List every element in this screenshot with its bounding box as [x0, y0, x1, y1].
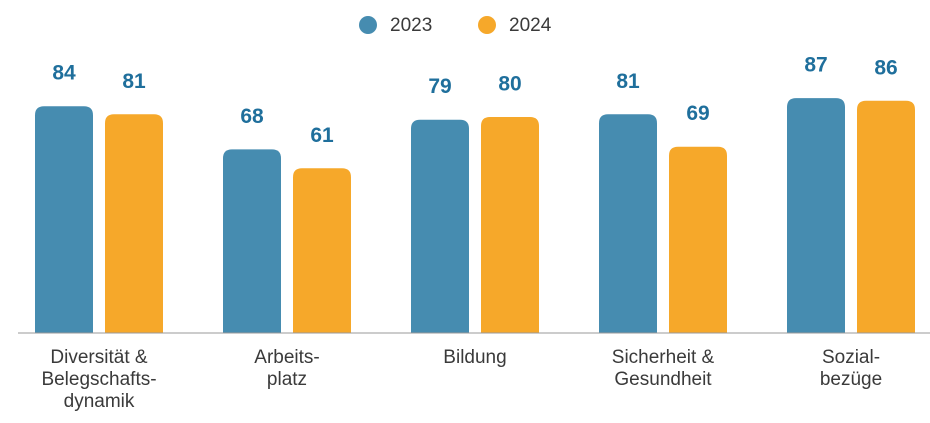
bar [669, 146, 727, 333]
x-tick-label: Arbeits-platz [254, 347, 319, 390]
legend-label: 2023 [390, 15, 432, 36]
x-tick-label: Sozial-bezüge [820, 347, 882, 390]
bar [599, 114, 657, 333]
bar [411, 119, 469, 333]
bar [105, 114, 163, 333]
bar [293, 168, 351, 333]
legend-label: 2024 [509, 15, 552, 36]
data-label: 68 [240, 105, 264, 128]
x-tick-label: Sicherheit & Gesundheit [612, 347, 715, 390]
bar [35, 106, 93, 333]
data-label: 80 [498, 73, 521, 96]
bar [787, 98, 845, 333]
bar [223, 149, 281, 333]
data-label: 84 [52, 62, 76, 85]
legend-swatch [359, 16, 377, 34]
bar [481, 117, 539, 333]
x-tick-label: Bildung [443, 347, 506, 368]
x-tick-label: Diversität & Belegschafts-dynamik [41, 347, 156, 412]
legend-swatch [478, 16, 496, 34]
data-label: 69 [686, 102, 709, 125]
data-label: 61 [310, 124, 334, 147]
data-label: 86 [874, 56, 897, 79]
data-label: 81 [122, 70, 146, 93]
data-label: 81 [616, 70, 640, 93]
bar [857, 100, 915, 333]
data-label: 79 [428, 75, 451, 98]
data-label: 87 [804, 54, 827, 77]
